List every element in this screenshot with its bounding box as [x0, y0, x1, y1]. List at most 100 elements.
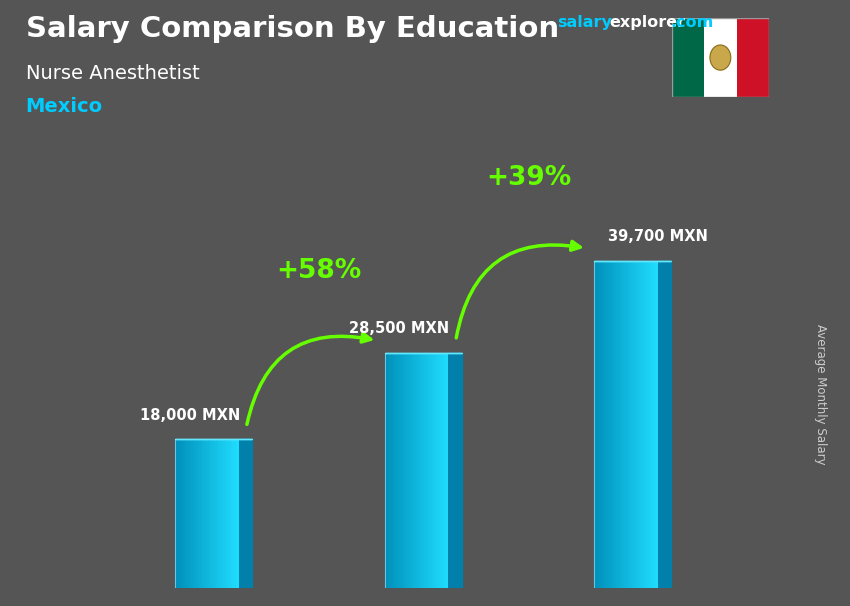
- Bar: [235, 439, 237, 588]
- Bar: [231, 439, 233, 588]
- Bar: [399, 353, 400, 588]
- Bar: [445, 353, 447, 588]
- Bar: [600, 261, 602, 588]
- Bar: [642, 261, 643, 588]
- Text: salary: salary: [557, 15, 612, 30]
- Bar: [234, 439, 235, 588]
- Bar: [218, 439, 220, 588]
- Bar: [656, 261, 658, 588]
- Bar: [612, 261, 613, 588]
- Bar: [223, 439, 224, 588]
- Bar: [426, 353, 428, 588]
- Bar: [388, 353, 389, 588]
- Bar: [230, 439, 231, 588]
- Bar: [207, 439, 208, 588]
- Bar: [394, 353, 396, 588]
- Bar: [178, 439, 180, 588]
- Bar: [217, 439, 218, 588]
- Bar: [420, 353, 422, 588]
- Bar: [190, 439, 191, 588]
- Bar: [615, 261, 616, 588]
- Bar: [598, 261, 599, 588]
- Bar: [215, 439, 217, 588]
- Bar: [386, 353, 388, 588]
- Bar: [431, 353, 433, 588]
- Bar: [220, 439, 221, 588]
- Bar: [651, 261, 653, 588]
- Text: Mexico: Mexico: [26, 97, 103, 116]
- Bar: [599, 261, 600, 588]
- Bar: [197, 439, 199, 588]
- Text: +39%: +39%: [486, 165, 571, 191]
- Bar: [418, 353, 420, 588]
- Bar: [610, 261, 612, 588]
- Polygon shape: [239, 439, 252, 588]
- Bar: [180, 439, 182, 588]
- Bar: [193, 439, 195, 588]
- Bar: [204, 439, 206, 588]
- Bar: [638, 261, 640, 588]
- Bar: [649, 261, 651, 588]
- Bar: [233, 439, 234, 588]
- Bar: [627, 261, 629, 588]
- Text: +58%: +58%: [276, 258, 362, 284]
- Bar: [645, 261, 647, 588]
- Text: Average Monthly Salary: Average Monthly Salary: [813, 324, 827, 464]
- Bar: [224, 439, 226, 588]
- Bar: [440, 353, 442, 588]
- Bar: [221, 439, 223, 588]
- Bar: [210, 439, 212, 588]
- Bar: [623, 261, 625, 588]
- Bar: [704, 18, 737, 97]
- Bar: [411, 353, 413, 588]
- Bar: [226, 439, 228, 588]
- Text: 18,000 MXN: 18,000 MXN: [139, 408, 240, 423]
- Bar: [199, 439, 201, 588]
- Bar: [391, 353, 393, 588]
- Bar: [737, 18, 769, 97]
- Bar: [433, 353, 434, 588]
- Bar: [405, 353, 407, 588]
- Bar: [385, 353, 386, 588]
- Bar: [188, 439, 190, 588]
- Bar: [228, 439, 230, 588]
- Bar: [428, 353, 429, 588]
- Text: 28,500 MXN: 28,500 MXN: [349, 321, 450, 336]
- Bar: [202, 439, 204, 588]
- Bar: [613, 261, 615, 588]
- Bar: [422, 353, 424, 588]
- Bar: [208, 439, 210, 588]
- Bar: [389, 353, 391, 588]
- Bar: [201, 439, 202, 588]
- Bar: [434, 353, 435, 588]
- Circle shape: [710, 45, 731, 70]
- Bar: [625, 261, 626, 588]
- Bar: [191, 439, 193, 588]
- Bar: [620, 261, 621, 588]
- Bar: [437, 353, 439, 588]
- Bar: [413, 353, 415, 588]
- Bar: [618, 261, 620, 588]
- Text: explorer: explorer: [609, 15, 686, 30]
- Text: Nurse Anesthetist: Nurse Anesthetist: [26, 64, 199, 82]
- Bar: [626, 261, 627, 588]
- Bar: [596, 261, 598, 588]
- Bar: [206, 439, 207, 588]
- Bar: [632, 261, 634, 588]
- Bar: [184, 439, 186, 588]
- Bar: [607, 261, 609, 588]
- Bar: [435, 353, 437, 588]
- Bar: [653, 261, 655, 588]
- Bar: [195, 439, 196, 588]
- Bar: [416, 353, 418, 588]
- Bar: [444, 353, 445, 588]
- Text: 39,700 MXN: 39,700 MXN: [609, 229, 708, 244]
- Bar: [605, 261, 607, 588]
- Text: .com: .com: [671, 15, 714, 30]
- Polygon shape: [448, 353, 462, 588]
- Bar: [237, 439, 239, 588]
- Bar: [594, 261, 596, 588]
- Bar: [196, 439, 197, 588]
- Bar: [177, 439, 178, 588]
- Text: Salary Comparison By Education: Salary Comparison By Education: [26, 15, 558, 43]
